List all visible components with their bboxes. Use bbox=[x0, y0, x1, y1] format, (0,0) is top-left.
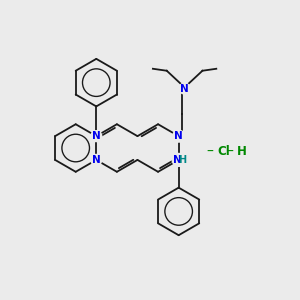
Circle shape bbox=[179, 83, 190, 94]
Text: –: – bbox=[206, 145, 213, 159]
Text: H: H bbox=[237, 146, 247, 158]
Text: N: N bbox=[92, 155, 101, 165]
Text: N: N bbox=[173, 155, 182, 165]
Circle shape bbox=[91, 131, 102, 142]
Text: H: H bbox=[178, 155, 187, 165]
Text: N: N bbox=[174, 131, 183, 141]
Circle shape bbox=[173, 130, 184, 142]
Text: –: – bbox=[227, 145, 234, 159]
Text: Cl: Cl bbox=[218, 146, 230, 158]
Circle shape bbox=[91, 154, 102, 165]
Circle shape bbox=[172, 154, 185, 166]
Text: N: N bbox=[180, 84, 189, 94]
Text: N: N bbox=[92, 131, 101, 141]
